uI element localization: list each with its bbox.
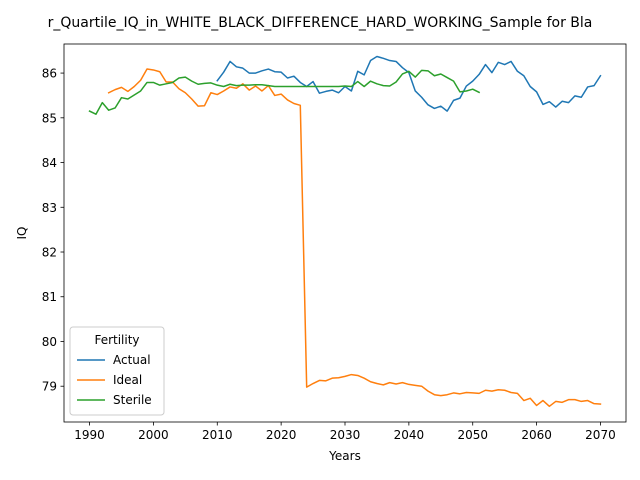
x-axis-label: Years [328, 449, 361, 463]
x-tick-label: 2020 [266, 428, 297, 442]
series-line-actual [216, 55, 602, 112]
x-tick-label: 1990 [74, 428, 105, 442]
y-axis-label: IQ [15, 227, 29, 240]
y-tick-label: 83 [42, 201, 57, 215]
y-tick-label: 84 [42, 156, 57, 170]
series-line-sterile [88, 69, 481, 115]
legend-label-ideal: Ideal [113, 373, 142, 387]
y-tick-label: 82 [42, 246, 57, 260]
x-tick-label: 2040 [394, 428, 425, 442]
x-tick-label: 2010 [202, 428, 233, 442]
legend-box [69, 326, 165, 416]
y-tick-label: 85 [42, 111, 57, 125]
legend-label-sterile: Sterile [113, 393, 152, 407]
y-axis: 79 80 81 82 83 84 85 86 [42, 67, 64, 394]
x-tick-label: 2070 [585, 428, 616, 442]
chart-title: r_Quartile_IQ_in_WHITE_BLACK_DIFFERENCE_… [48, 15, 593, 31]
legend-title: Fertility [94, 333, 139, 347]
legend: Fertility Actual Ideal Sterile [69, 326, 165, 416]
x-tick-label: 2000 [138, 428, 169, 442]
y-tick-label: 86 [42, 67, 57, 81]
legend-label-actual: Actual [113, 353, 151, 367]
y-tick-label: 80 [42, 335, 57, 349]
y-tick-label: 79 [42, 380, 57, 394]
series-line-ideal [107, 68, 602, 408]
x-tick-label: 2060 [521, 428, 552, 442]
legend-entries: Actual Ideal Sterile [77, 353, 152, 407]
y-tick-label: 81 [42, 290, 57, 304]
x-tick-label: 2050 [457, 428, 488, 442]
series-layer [88, 55, 602, 408]
x-axis: 1990 2000 2010 2020 2030 2040 2050 2060 2070 [74, 422, 616, 442]
x-tick-label: 2030 [330, 428, 361, 442]
